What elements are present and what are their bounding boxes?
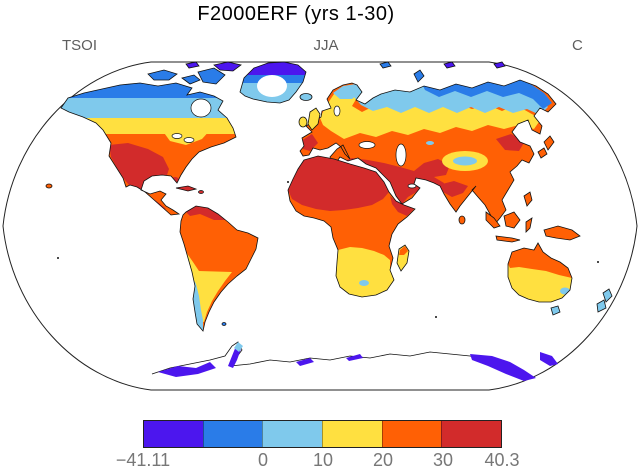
colorbar-segment-purple xyxy=(144,421,203,447)
colorbar-segment-lightblue xyxy=(262,421,323,447)
island-nz-north xyxy=(602,288,613,303)
island-madagascar-north-orange xyxy=(399,246,408,255)
island-svalbard xyxy=(379,61,392,69)
antarctica-peninsula-tip-lightblue xyxy=(234,342,243,352)
island-java xyxy=(495,235,521,243)
colorbar-segment-yellow xyxy=(322,421,382,447)
island-ireland xyxy=(298,116,308,128)
colorbar-tick-10: 10 xyxy=(312,450,334,470)
persian-gulf xyxy=(407,183,417,189)
region-southern-africa-yellow xyxy=(336,247,394,297)
island-sri-lanka xyxy=(458,215,466,225)
island-philippines xyxy=(523,191,533,207)
island-dot-kerguelen xyxy=(435,316,437,318)
coast-australia xyxy=(507,242,573,303)
greenland-icesheet xyxy=(257,75,287,97)
island-borneo xyxy=(503,211,521,229)
colorbar-segment-orange xyxy=(381,421,442,447)
region-sa-north-red xyxy=(186,206,226,220)
island-japan-south xyxy=(537,147,548,159)
colorbar-tick-max: 40.3 xyxy=(484,450,520,470)
island-dot-canary xyxy=(287,181,289,183)
antarctica-purple-mid1 xyxy=(296,358,314,366)
island-baffin xyxy=(197,67,226,85)
island-arctic-small xyxy=(185,61,200,69)
island-new-guinea xyxy=(543,225,581,241)
caspian-sea xyxy=(395,143,407,167)
island-dot-new-caledonia xyxy=(597,261,599,263)
coast-africa xyxy=(287,155,416,298)
antarctica-purple-far-east xyxy=(540,352,558,366)
island-novaya-zemlya xyxy=(413,69,425,83)
season-label: JJA xyxy=(313,37,339,54)
band-na-lakes-yellow xyxy=(162,123,212,145)
colorbar-tick-30: 30 xyxy=(432,450,454,470)
island-ellesmere xyxy=(213,61,242,72)
units-label: C xyxy=(572,37,583,54)
variable-label: TSOI xyxy=(62,37,98,54)
region-scandinavia-lightblue xyxy=(333,84,361,99)
coast-greenland xyxy=(239,61,307,104)
island-iceland xyxy=(299,93,313,101)
island-dot-pacific xyxy=(57,257,59,259)
antarctica-purple-mid2 xyxy=(346,354,363,361)
baltic-sea xyxy=(333,105,341,117)
great-lakes-east xyxy=(183,137,195,143)
antarctica-peninsula-purple xyxy=(228,346,241,368)
island-severnaya-zemlya xyxy=(443,61,456,69)
island-great-britain xyxy=(307,107,321,131)
region-drakensberg-lightblue xyxy=(359,280,369,286)
island-japan-north xyxy=(543,135,555,151)
colorbar-tick-min: −41.11 xyxy=(115,450,171,470)
island-tasmania xyxy=(550,305,561,316)
island-victoria-south xyxy=(181,74,201,85)
coast-antarctica xyxy=(151,341,533,379)
colorbar-segment-red xyxy=(441,421,502,447)
island-cuba xyxy=(175,185,198,192)
island-hispaniola xyxy=(198,190,204,194)
page-title: F2000ERF (yrs 1-30) xyxy=(197,3,395,25)
island-nz-south xyxy=(596,299,607,313)
region-sw-us-mexico-red xyxy=(109,143,169,210)
region-tibet-lightblue xyxy=(453,156,477,166)
hudson-bay xyxy=(190,98,212,118)
coast-north-america xyxy=(60,82,237,216)
island-banks-victoria xyxy=(147,69,178,81)
colorbar xyxy=(143,420,502,448)
region-nw-india-red xyxy=(438,181,468,197)
coast-south-america xyxy=(179,205,259,332)
great-lakes-west xyxy=(171,133,183,139)
island-falklands xyxy=(221,322,227,326)
region-sahara-red xyxy=(288,156,389,211)
region-iberia-red xyxy=(301,134,318,151)
colorbar-tick-20: 20 xyxy=(372,450,394,470)
band-siberia-yellow xyxy=(320,86,541,139)
island-new-siberian xyxy=(493,61,506,69)
antarctica-purple-west xyxy=(158,362,216,377)
region-au-north-orange xyxy=(508,243,572,278)
island-sulawesi xyxy=(525,217,533,233)
antarctica-purple-east xyxy=(470,354,536,381)
island-sumatra xyxy=(485,211,501,229)
region-balkhash-lightblue xyxy=(426,141,434,145)
black-sea xyxy=(358,141,376,149)
region-middleeast-centralasia-red xyxy=(336,158,450,204)
island-hawaii xyxy=(45,183,53,189)
colorbar-tick-0: 0 xyxy=(257,450,269,470)
colorbar-segment-blue xyxy=(202,421,263,447)
